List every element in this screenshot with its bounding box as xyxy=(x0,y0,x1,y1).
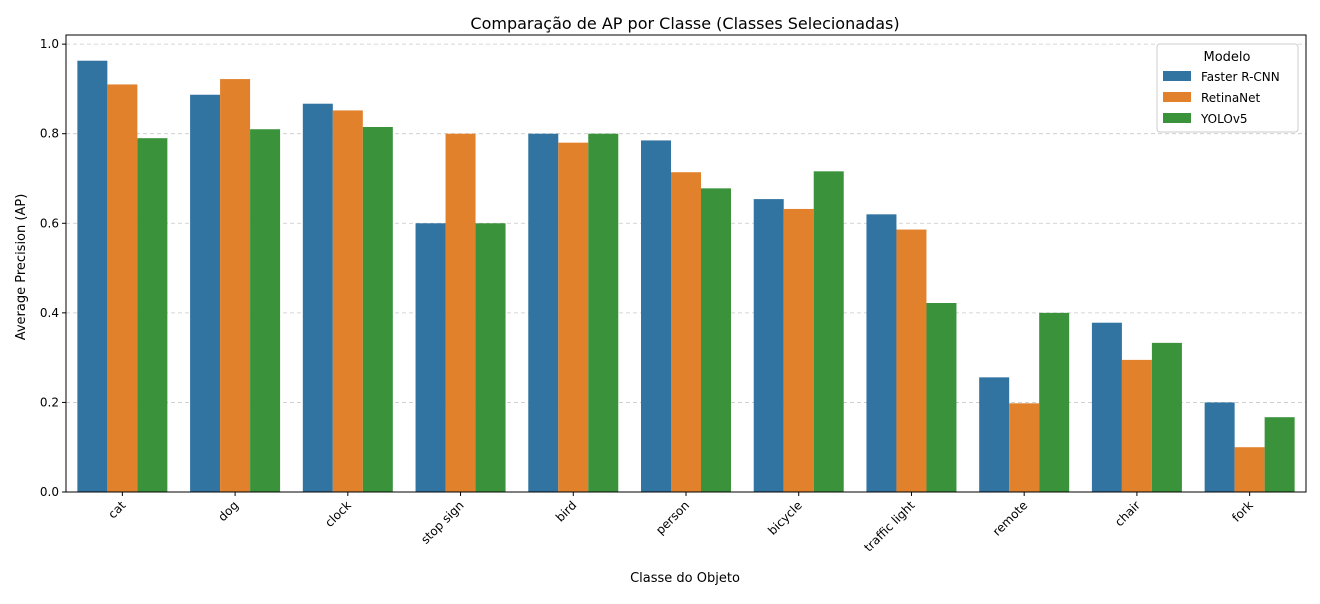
x-tick-label: clock xyxy=(322,498,354,530)
bar-retinanet-bird xyxy=(558,142,589,492)
bar-retinanet-clock xyxy=(332,110,363,492)
x-axis-label: Classe do Objeto xyxy=(630,571,740,586)
bar-retinanet-dog xyxy=(220,79,251,493)
bar-faster-r-cnn-traffic-light xyxy=(866,214,897,492)
bar-yolov5-bird xyxy=(588,133,619,492)
bar-faster-r-cnn-bird xyxy=(528,133,559,492)
bar-faster-r-cnn-clock xyxy=(302,103,333,492)
legend: Modelo Faster R-CNN RetinaNet YOLOv5 xyxy=(1156,43,1299,133)
x-tick-label: cat xyxy=(105,498,128,521)
bar-yolov5-bicycle xyxy=(813,171,844,492)
legend-swatch xyxy=(1163,92,1191,102)
bar-yolov5-fork xyxy=(1264,417,1295,492)
bar-faster-r-cnn-dog xyxy=(190,94,221,493)
bar-retinanet-person xyxy=(671,172,701,492)
bar-faster-r-cnn-person xyxy=(641,140,671,492)
legend-swatch xyxy=(1163,71,1191,81)
legend-swatch xyxy=(1163,113,1191,123)
bar-yolov5-chair xyxy=(1151,342,1182,492)
bar-retinanet-cat xyxy=(107,84,138,492)
x-axis-ticks: cat dog clock stop sign bird person bicycle tra… xyxy=(105,492,1256,555)
bar-yolov5-cat xyxy=(137,138,168,492)
x-tick-label: dog xyxy=(215,498,241,524)
bar-yolov5-person xyxy=(701,188,731,492)
bar-retinanet-stop-sign xyxy=(445,133,476,492)
y-tick-label: 0.4 xyxy=(40,306,59,320)
legend-label: Faster R-CNN xyxy=(1201,70,1280,84)
y-tick-label: 0.6 xyxy=(40,216,59,230)
y-tick-label: 1.0 xyxy=(40,37,59,51)
bar-retinanet-bicycle xyxy=(783,208,814,493)
legend-label: RetinaNet xyxy=(1201,91,1261,105)
legend-entries: Faster R-CNN RetinaNet YOLOv5 xyxy=(1163,70,1280,126)
x-tick-label: bicycle xyxy=(765,498,805,538)
bar-faster-r-cnn-bicycle xyxy=(753,199,784,492)
bar-retinanet-chair xyxy=(1121,359,1152,492)
y-axis-ticks: 0.0 0.2 0.4 0.6 0.8 1.0 xyxy=(40,37,66,499)
x-tick-label: chair xyxy=(1112,498,1143,529)
bar-retinanet-remote xyxy=(1009,403,1040,492)
bar-yolov5-clock xyxy=(362,126,393,492)
legend-title: Modelo xyxy=(1204,50,1251,65)
x-tick-label: fork xyxy=(1229,498,1256,525)
bar-faster-r-cnn-fork xyxy=(1204,402,1235,492)
chart-title: Comparação de AP por Classe (Classes Sel… xyxy=(470,14,899,33)
bar-faster-r-cnn-cat xyxy=(77,60,108,493)
bar-yolov5-remote xyxy=(1039,312,1070,492)
bar-retinanet-traffic-light xyxy=(896,229,927,492)
bar-faster-r-cnn-remote xyxy=(979,377,1010,492)
legend-box xyxy=(1156,43,1299,133)
x-tick-label: bird xyxy=(553,498,579,524)
bar-faster-r-cnn-stop-sign xyxy=(415,223,446,492)
y-tick-label: 0.0 xyxy=(40,485,59,499)
bar-retinanet-fork xyxy=(1234,447,1265,492)
bar-yolov5-dog xyxy=(250,129,281,492)
bar-yolov5-stop-sign xyxy=(475,223,506,492)
bar-yolov5-traffic-light xyxy=(926,303,957,492)
x-tick-label: person xyxy=(653,498,692,537)
y-tick-label: 0.2 xyxy=(40,395,59,409)
bar-faster-r-cnn-chair xyxy=(1091,322,1122,492)
y-tick-label: 0.8 xyxy=(40,127,59,141)
x-tick-label: stop sign xyxy=(418,498,466,546)
bars xyxy=(77,60,1295,493)
x-tick-label: traffic light xyxy=(861,498,917,554)
x-tick-label: remote xyxy=(990,498,1030,538)
legend-label: YOLOv5 xyxy=(1200,112,1248,126)
y-axis-label: Average Precision (AP) xyxy=(14,194,29,341)
